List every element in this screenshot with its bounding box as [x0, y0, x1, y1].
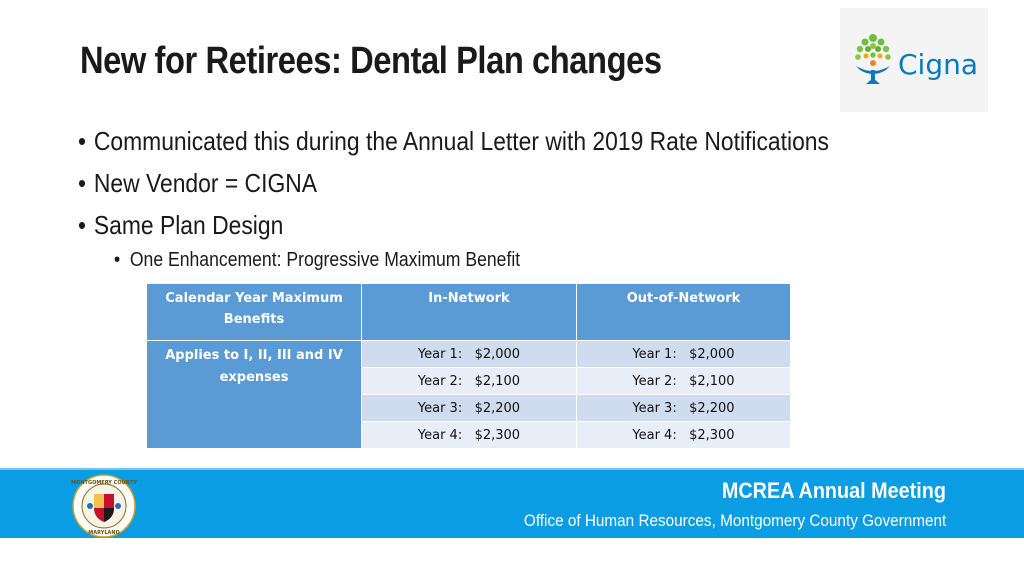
county-seal-icon: MONTGOMERY COUNTY MARYLAND [71, 474, 137, 538]
bullet-text: Communicated this during the Annual Lett… [93, 126, 829, 156]
seal-top-text: MONTGOMERY COUNTY [71, 480, 137, 486]
table-row: Year 2: $2,100 Year 2: $2,100 [147, 367, 791, 395]
bullet-item: • Same Plan Design [78, 210, 284, 240]
table-cell: Year 4: $2,300 [361, 421, 577, 449]
bullet-item: • New Vendor = CIGNA [78, 168, 318, 198]
table-header-cell: In-Network [361, 283, 577, 341]
bullet-item: • Communicated this during the Annual Let… [78, 126, 829, 156]
table-cell: Year 1: $2,000 [361, 340, 577, 368]
slide-title: New for Retirees: Dental Plan changes [80, 40, 662, 82]
footer-divider [0, 468, 1024, 470]
bullet-text: New Vendor = CIGNA [93, 168, 318, 198]
sub-bullet-item: • One Enhancement: Progressive Maximum Be… [114, 249, 521, 271]
table-header-cell: Calendar Year Maximum Benefits [146, 283, 362, 341]
table-row: Year 4: $2,300 Year 4: $2,300 [147, 421, 791, 449]
table-cell: Year 2: $2,100 [361, 367, 577, 395]
office-name: Office of Human Resources, Montgomery Co… [523, 511, 946, 530]
table-cell: Year 1: $2,000 [576, 340, 791, 368]
benefits-table: Calendar Year Maximum Benefits In-Networ… [146, 283, 791, 449]
sub-bullet-text: One Enhancement: Progressive Maximum Ben… [129, 249, 521, 271]
row-label-cell: Applies to I, II, III and IV expenses [146, 340, 362, 449]
table-header-cell: Out-of-Network [576, 283, 791, 341]
bullet-text: Same Plan Design [93, 210, 284, 240]
table-cell: Year 4: $2,300 [576, 421, 791, 449]
table-cell: Year 2: $2,100 [576, 367, 791, 395]
table-cell: Year 3: $2,200 [361, 394, 577, 422]
seal-bottom-text: MARYLAND [88, 530, 119, 536]
cigna-wordmark: Cigna [898, 48, 978, 81]
meeting-name: MCREA Annual Meeting [721, 478, 946, 503]
cigna-logo: Cigna [840, 8, 988, 112]
table-row: Applies to I, II, III and IV expenses Ye… [146, 340, 791, 449]
cigna-tree-icon: Cigna [855, 34, 978, 84]
footer-band [0, 470, 1024, 538]
table-cell: Year 3: $2,200 [576, 394, 791, 422]
table-header-row: Calendar Year Maximum Benefits In-Networ… [146, 283, 791, 341]
